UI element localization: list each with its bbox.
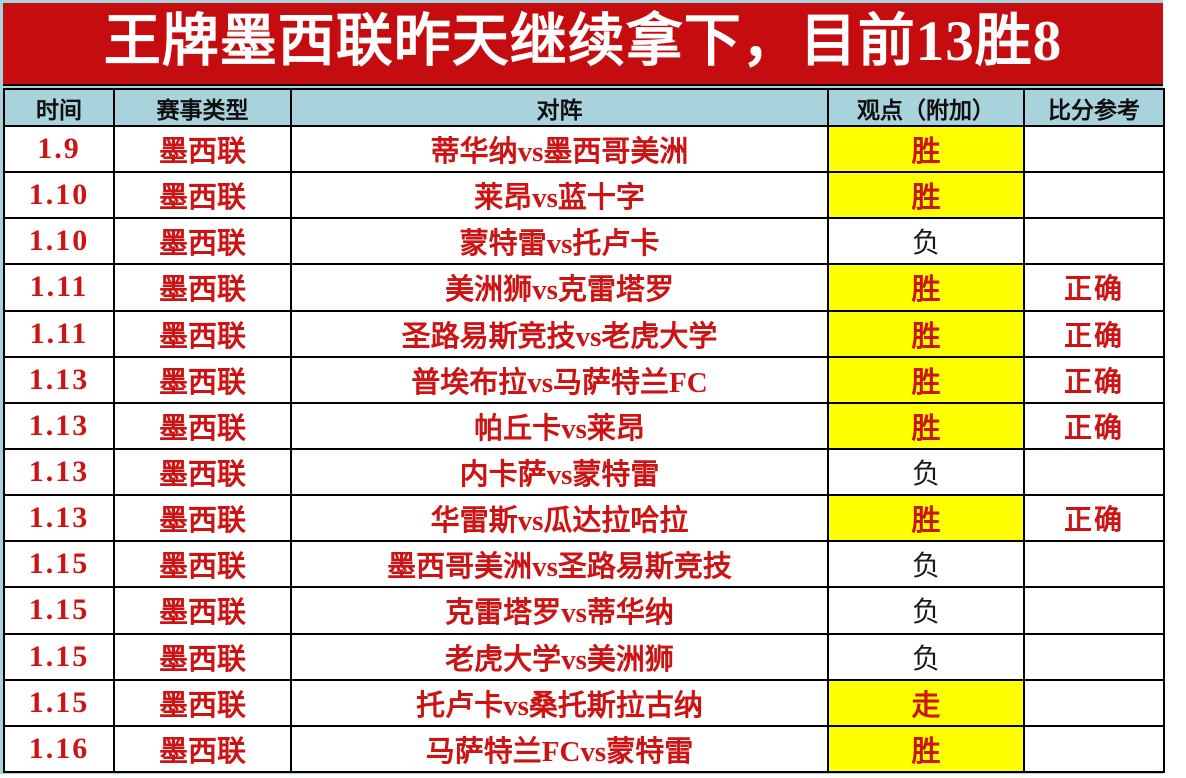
cell-match: 帕丘卡vs莱昂 [290,401,829,450]
col-header-result: 比分参考 [1023,88,1165,127]
table-row: 1.15 墨西联 克雷塔罗vs蒂华纳 负 [3,586,1165,635]
cell-opinion: 负 [827,632,1025,681]
cell-date: 1.16 [3,724,115,774]
cell-league: 墨西联 [113,494,292,543]
banner: 王牌墨西联昨天继续拿下，目前13胜8 [3,3,1163,86]
cell-result [1023,124,1165,174]
predictions-table: 时间 赛事类型 对阵 观点（附加） 比分参考 1.9 墨西联 蒂华纳vs墨西哥美… [3,88,1165,774]
cell-match: 圣路易斯竞技vs老虎大学 [290,309,829,358]
cell-date: 1.13 [3,447,115,497]
cell-opinion: 走 [827,678,1025,727]
cell-match: 蒂华纳vs墨西哥美洲 [290,124,829,174]
cell-league: 墨西联 [113,586,292,635]
cell-league: 墨西联 [113,678,292,727]
cell-date: 1.15 [3,632,115,681]
cell-match: 内卡萨vs蒙特雷 [290,447,829,497]
cell-result: 正确 [1023,494,1165,543]
cell-league: 墨西联 [113,724,292,774]
cell-match: 老虎大学vs美洲狮 [290,632,829,681]
cell-result [1023,678,1165,727]
cell-result [1023,217,1165,266]
cell-date: 1.15 [3,586,115,635]
cell-result: 正确 [1023,309,1165,358]
cell-match: 蒙特雷vs托卢卡 [290,217,829,266]
table-row: 1.9 墨西联 蒂华纳vs墨西哥美洲 胜 [3,124,1165,174]
table-row: 1.15 墨西联 墨西哥美洲vs圣路易斯竞技 负 [3,540,1165,589]
cell-match: 托卢卡vs桑托斯拉古纳 [290,678,829,727]
bottom-margin [0,774,1163,778]
cell-opinion: 胜 [827,494,1025,543]
banner-title: 王牌墨西联昨天继续拿下，目前13胜8 [103,10,1063,73]
cell-result [1023,586,1165,635]
cell-match: 墨西哥美洲vs圣路易斯竞技 [290,540,829,589]
cell-match: 克雷塔罗vs蒂华纳 [290,586,829,635]
cell-opinion: 胜 [827,355,1025,404]
cell-opinion: 胜 [827,171,1025,220]
col-header-time: 时间 [3,88,115,127]
cell-league: 墨西联 [113,217,292,266]
cell-date: 1.15 [3,678,115,727]
cell-match: 马萨特兰FCvs蒙特雷 [290,724,829,774]
cell-result [1023,724,1165,774]
cell-league: 墨西联 [113,447,292,497]
cell-result [1023,447,1165,497]
table-row: 1.16 墨西联 马萨特兰FCvs蒙特雷 胜 [3,724,1165,774]
cell-result: 正确 [1023,263,1165,312]
cell-league: 墨西联 [113,309,292,358]
table-row: 1.13 墨西联 帕丘卡vs莱昂 胜 正确 [3,401,1165,450]
col-header-opinion: 观点（附加） [827,88,1025,127]
table-row: 1.15 墨西联 托卢卡vs桑托斯拉古纳 走 [3,678,1165,727]
cell-date: 1.10 [3,171,115,220]
cell-opinion: 胜 [827,124,1025,174]
cell-opinion: 胜 [827,263,1025,312]
cell-date: 1.15 [3,540,115,589]
cell-league: 墨西联 [113,124,292,174]
table-row: 1.13 墨西联 普埃布拉vs马萨特兰FC 胜 正确 [3,355,1165,404]
table-header-row: 时间 赛事类型 对阵 观点（附加） 比分参考 [3,88,1165,127]
cell-date: 1.11 [3,263,115,312]
table-row: 1.10 墨西联 蒙特雷vs托卢卡 负 [3,217,1165,266]
cell-league: 墨西联 [113,401,292,450]
cell-opinion: 负 [827,540,1025,589]
table-row: 1.11 墨西联 美洲狮vs克雷塔罗 胜 正确 [3,263,1165,312]
table-row: 1.13 墨西联 内卡萨vs蒙特雷 负 [3,447,1165,497]
cell-match: 美洲狮vs克雷塔罗 [290,263,829,312]
cell-match: 华雷斯vs瓜达拉哈拉 [290,494,829,543]
cell-opinion: 胜 [827,401,1025,450]
cell-opinion: 负 [827,447,1025,497]
cell-match: 普埃布拉vs马萨特兰FC [290,355,829,404]
cell-result [1023,540,1165,589]
cell-opinion: 负 [827,586,1025,635]
cell-match: 莱昂vs蓝十字 [290,171,829,220]
cell-opinion: 胜 [827,724,1025,774]
cell-date: 1.9 [3,124,115,174]
right-margin [1163,0,1186,778]
cell-date: 1.10 [3,217,115,266]
cell-result [1023,632,1165,681]
col-header-league: 赛事类型 [113,88,292,127]
cell-opinion: 胜 [827,309,1025,358]
cell-result [1023,171,1165,220]
cell-date: 1.13 [3,401,115,450]
cell-league: 墨西联 [113,540,292,589]
table-row: 1.11 墨西联 圣路易斯竞技vs老虎大学 胜 正确 [3,309,1165,358]
table-row: 1.15 墨西联 老虎大学vs美洲狮 负 [3,632,1165,681]
cell-result: 正确 [1023,355,1165,404]
cell-opinion: 负 [827,217,1025,266]
col-header-match: 对阵 [290,88,829,127]
cell-league: 墨西联 [113,171,292,220]
table-row: 1.13 墨西联 华雷斯vs瓜达拉哈拉 胜 正确 [3,494,1165,543]
cell-league: 墨西联 [113,263,292,312]
cell-result: 正确 [1023,401,1165,450]
cell-date: 1.13 [3,494,115,543]
cell-league: 墨西联 [113,355,292,404]
table-row: 1.10 墨西联 莱昂vs蓝十字 胜 [3,171,1165,220]
cell-league: 墨西联 [113,632,292,681]
cell-date: 1.11 [3,309,115,358]
cell-date: 1.13 [3,355,115,404]
